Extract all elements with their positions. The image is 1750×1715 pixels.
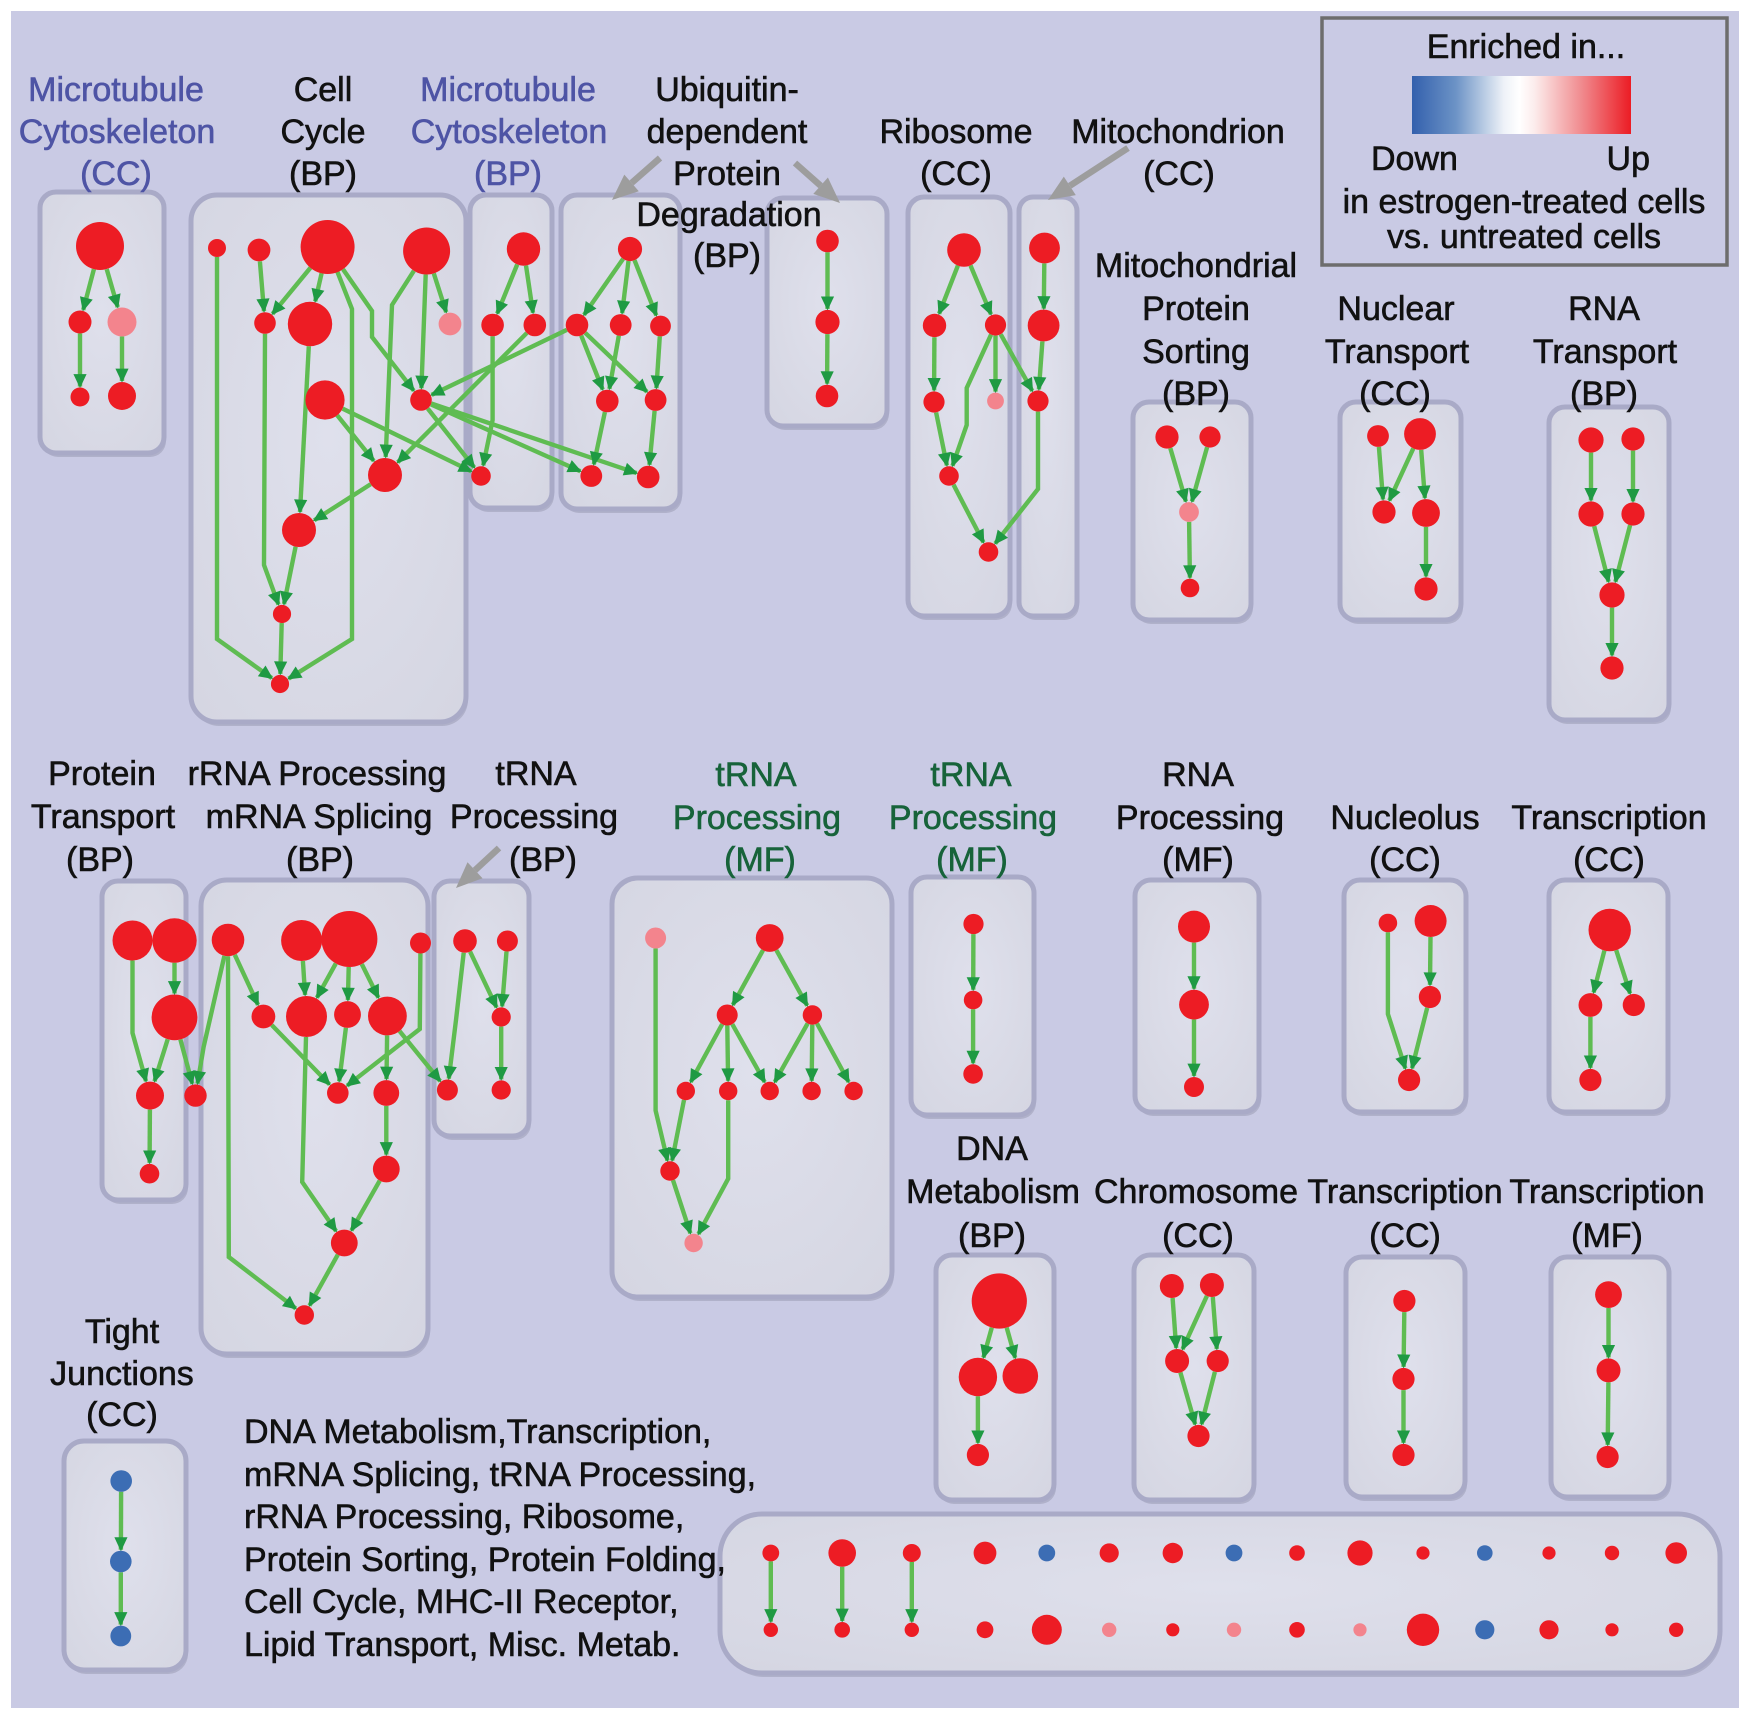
svg-text:Sorting: Sorting: [1142, 333, 1250, 371]
svg-text:(CC): (CC): [86, 1396, 158, 1434]
svg-text:Ubiquitin-: Ubiquitin-: [655, 71, 799, 109]
svg-text:Transcription: Transcription: [1511, 799, 1706, 837]
svg-text:DNA Metabolism,Transcription,: DNA Metabolism,Transcription,: [244, 1413, 711, 1451]
svg-text:(CC): (CC): [920, 155, 992, 193]
svg-text:(CC): (CC): [1143, 155, 1215, 193]
svg-text:Microtubule: Microtubule: [420, 71, 596, 109]
svg-text:Cycle: Cycle: [280, 113, 365, 151]
svg-text:Protein: Protein: [1142, 290, 1250, 328]
svg-text:Up: Up: [1607, 140, 1650, 178]
svg-text:Ribosome: Ribosome: [879, 113, 1032, 151]
svg-text:Chromosome: Chromosome: [1094, 1173, 1298, 1211]
svg-text:(MF): (MF): [936, 841, 1008, 879]
svg-text:Metabolism: Metabolism: [906, 1173, 1080, 1211]
svg-text:Protein Sorting, Protein Foldi: Protein Sorting, Protein Folding,: [244, 1541, 726, 1579]
svg-text:Protein: Protein: [673, 155, 781, 193]
svg-text:dependent: dependent: [647, 113, 808, 151]
svg-text:tRNA: tRNA: [495, 755, 577, 793]
svg-text:vs. untreated cells: vs. untreated cells: [1387, 218, 1661, 256]
svg-text:(BP): (BP): [1162, 375, 1230, 413]
svg-text:(BP): (BP): [1570, 375, 1638, 413]
svg-text:mRNA Splicing: mRNA Splicing: [206, 798, 433, 836]
svg-text:Lipid Transport, Misc. Metab.: Lipid Transport, Misc. Metab.: [244, 1626, 681, 1664]
svg-text:Nuclear: Nuclear: [1337, 290, 1454, 328]
svg-text:Processing: Processing: [673, 799, 841, 837]
svg-text:Transport: Transport: [31, 798, 176, 836]
svg-text:Tight: Tight: [85, 1313, 160, 1351]
svg-text:rRNA Processing: rRNA Processing: [188, 755, 447, 793]
svg-text:(CC): (CC): [1359, 375, 1431, 413]
svg-text:(BP): (BP): [693, 237, 761, 275]
svg-text:(MF): (MF): [1162, 841, 1234, 879]
svg-text:(BP): (BP): [286, 841, 354, 879]
svg-text:(CC): (CC): [1369, 841, 1441, 879]
svg-text:DNA: DNA: [956, 1130, 1028, 1168]
svg-text:Mitochondrial: Mitochondrial: [1095, 247, 1297, 285]
svg-text:Processing: Processing: [889, 799, 1057, 837]
svg-text:Cytoskeleton: Cytoskeleton: [411, 113, 608, 151]
svg-text:in estrogen-treated cells: in estrogen-treated cells: [1343, 183, 1706, 221]
svg-text:Cell Cycle, MHC-II Receptor,: Cell Cycle, MHC-II Receptor,: [244, 1583, 679, 1621]
svg-text:(BP): (BP): [66, 841, 134, 879]
svg-text:Cytoskeleton: Cytoskeleton: [19, 113, 216, 151]
svg-text:Transport: Transport: [1325, 333, 1470, 371]
svg-text:(CC): (CC): [1369, 1217, 1441, 1255]
svg-text:Transport: Transport: [1533, 333, 1678, 371]
svg-text:tRNA: tRNA: [715, 756, 797, 794]
svg-text:Transcription: Transcription: [1307, 1173, 1502, 1211]
svg-text:Degradation: Degradation: [636, 196, 821, 234]
svg-text:Processing: Processing: [450, 798, 618, 836]
svg-text:RNA: RNA: [1162, 756, 1234, 794]
svg-text:(BP): (BP): [474, 155, 542, 193]
svg-text:Transcription: Transcription: [1509, 1173, 1704, 1211]
svg-text:Junctions: Junctions: [50, 1355, 194, 1393]
svg-text:Microtubule: Microtubule: [28, 71, 204, 109]
svg-text:Enriched in...: Enriched in...: [1427, 28, 1625, 66]
svg-text:(MF): (MF): [1571, 1217, 1643, 1255]
svg-text:(CC): (CC): [1573, 841, 1645, 879]
svg-text:tRNA: tRNA: [930, 756, 1012, 794]
svg-text:(BP): (BP): [509, 841, 577, 879]
svg-text:Down: Down: [1371, 140, 1458, 178]
svg-text:(CC): (CC): [1162, 1217, 1234, 1255]
svg-text:(MF): (MF): [724, 841, 796, 879]
svg-text:(CC): (CC): [80, 155, 152, 193]
svg-text:(BP): (BP): [289, 155, 357, 193]
svg-text:Processing: Processing: [1116, 799, 1284, 837]
svg-text:Nucleolus: Nucleolus: [1330, 799, 1479, 837]
svg-text:mRNA Splicing, tRNA Processing: mRNA Splicing, tRNA Processing,: [244, 1456, 756, 1494]
svg-text:RNA: RNA: [1568, 290, 1640, 328]
svg-text:rRNA Processing, Ribosome,: rRNA Processing, Ribosome,: [244, 1498, 684, 1536]
svg-text:(BP): (BP): [958, 1217, 1026, 1255]
svg-text:Cell: Cell: [294, 71, 353, 109]
svg-text:Mitochondrion: Mitochondrion: [1071, 113, 1285, 151]
svg-text:Protein: Protein: [48, 755, 156, 793]
